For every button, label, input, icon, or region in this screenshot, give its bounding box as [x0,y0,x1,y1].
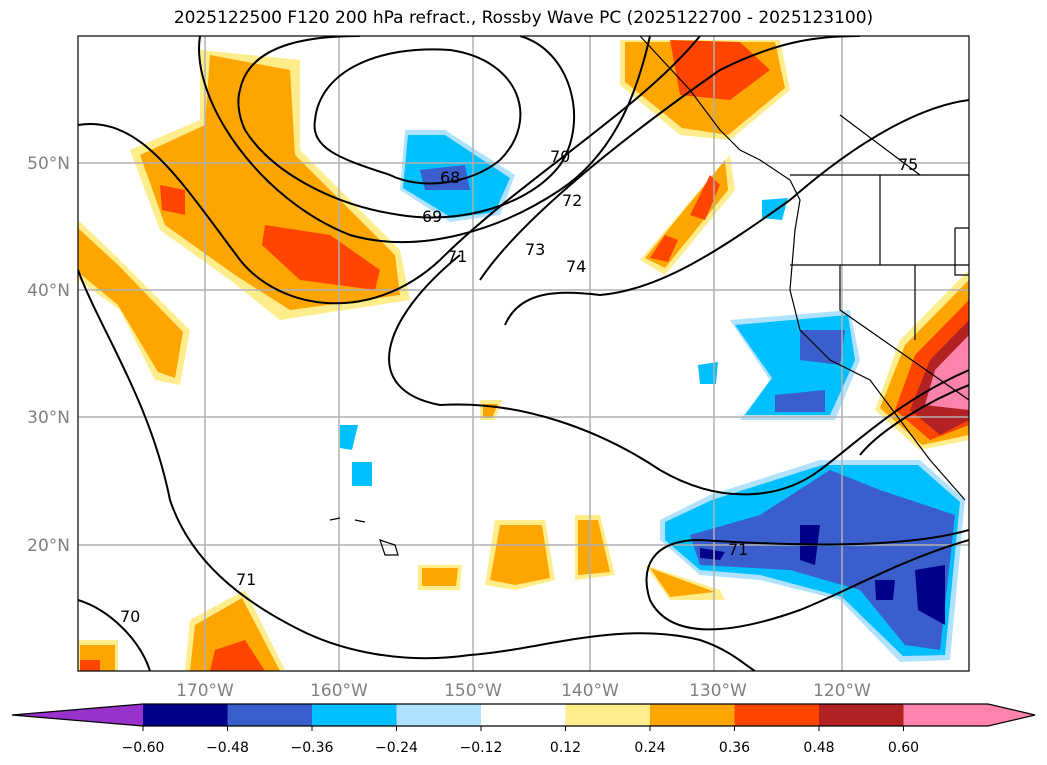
contour-label: 70 [550,147,570,166]
contour-label: 73 [525,240,545,259]
contour-label: 72 [562,191,582,210]
coastlines [329,36,969,556]
contour-labels: 68 69 70 71 72 73 74 75 71 71 70 [120,147,918,626]
plot-frame [77,35,970,672]
contour-label: 71 [447,247,467,266]
lon-tick: 120°W [813,681,871,701]
gridlines [78,36,969,671]
lon-tick-labels: 170°W 160°W 150°W 140°W 130°W 120°W [176,681,871,701]
contour-label: 69 [422,207,442,226]
colorbar-segment [903,704,989,726]
colorbar-tick-label: −0.12 [460,740,503,756]
lon-tick: 140°W [561,681,619,701]
colorbar-segment [312,704,397,726]
lon-tick: 160°W [310,681,368,701]
contour-lines [78,36,969,671]
colorbar-segment [650,704,735,726]
lon-tick: 150°W [444,681,502,701]
colorbar-tick-label: 0.24 [634,740,665,756]
colorbar-tick-label: −0.60 [122,740,165,756]
colorbar-tick-label: 0.12 [550,740,581,756]
colorbar-segment [734,704,820,726]
contour-label: 74 [566,257,586,276]
colorbar-extend-min [12,704,143,726]
shading-negative [340,130,965,662]
contour-label: 70 [120,607,140,626]
lat-tick: 40°N [27,281,70,301]
colorbar-tick-label: −0.48 [206,740,249,756]
lon-tick: 170°W [176,681,234,701]
lat-tick: 50°N [27,154,70,174]
colorbar-tick-label: 0.60 [888,740,919,756]
colorbar-segment [565,704,651,726]
lon-tick: 130°W [689,681,747,701]
contour-label: 68 [440,168,460,187]
colorbar-segment [819,704,904,726]
map-title: 2025122500 F120 200 hPa refract., Rossby… [173,8,874,28]
contour-label: 71 [728,540,748,559]
contour-label: 71 [236,570,256,589]
contour-label: 75 [898,155,918,174]
map-plot-area: 68 69 70 71 72 73 74 75 71 71 70 [78,36,969,671]
colorbar-segment [143,704,228,726]
colorbar-tick-label: 0.48 [803,740,834,756]
colorbar-extend-max [988,704,1035,726]
colorbar-segment [227,704,313,726]
shading-positive [78,40,969,671]
lat-tick-labels: 50°N 40°N 30°N 20°N [27,154,70,556]
lat-tick: 20°N [27,536,70,556]
colorbar: −0.60 −0.48 −0.36 −0.24 −0.12 0.12 0.24 0.36 0.4… [11,703,1036,756]
colorbar-tick-label: 0.36 [719,740,750,756]
colorbar-tick-label: −0.24 [375,740,418,756]
colorbar-segment [481,704,566,726]
colorbar-tick-label: −0.36 [291,740,334,756]
lat-tick: 30°N [27,408,70,428]
colorbar-segment [396,704,482,726]
